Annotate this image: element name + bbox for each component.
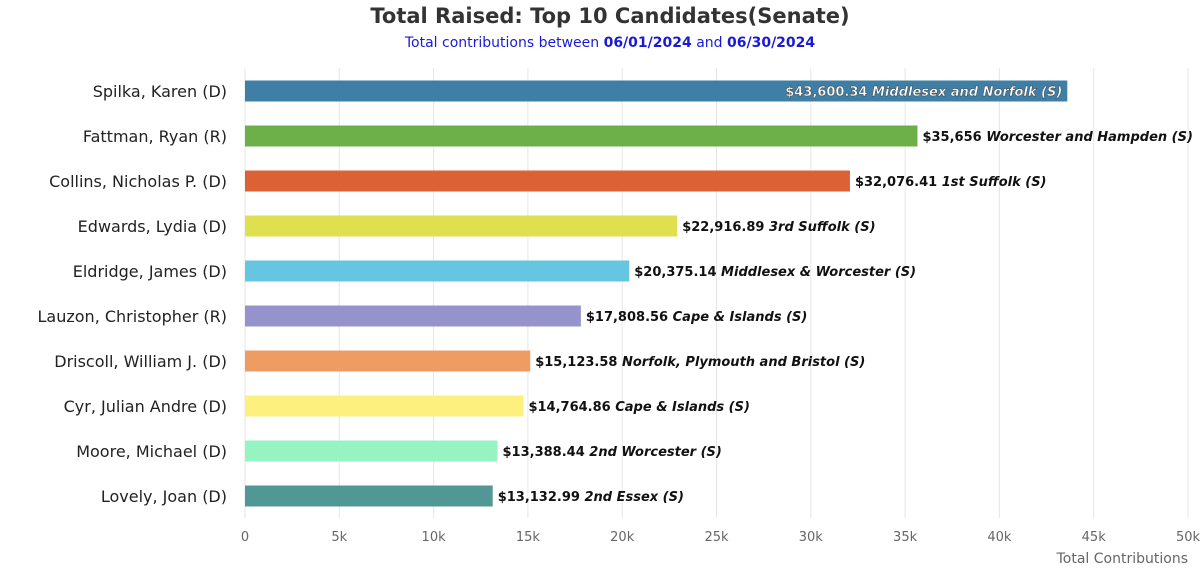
x-tick-label-2: 10k bbox=[422, 530, 447, 545]
x-tick-label-5: 25k bbox=[704, 530, 729, 545]
bar-2[interactable] bbox=[245, 170, 850, 192]
category-label-7: Cyr, Julian Andre (D) bbox=[64, 397, 227, 416]
bar-amount-5: $17,808.56 bbox=[586, 310, 673, 325]
bar-district-7: Cape & Islands (S) bbox=[615, 400, 750, 415]
bar-layer bbox=[245, 80, 1068, 507]
bar-amount-6: $15,123.58 bbox=[535, 355, 622, 370]
bar-district-0: Middlesex and Norfolk (S) bbox=[872, 85, 1062, 100]
bar-amount-2: $32,076.41 bbox=[855, 175, 942, 190]
bar-district-5: Cape & Islands (S) bbox=[673, 310, 808, 325]
bar-amount-1: $35,656 bbox=[922, 130, 986, 145]
category-label-1: Fattman, Ryan (R) bbox=[83, 127, 227, 146]
bar-amount-8: $13,388.44 bbox=[503, 445, 590, 460]
bar-3[interactable] bbox=[245, 215, 678, 237]
bar-amount-0: $43,600.34 bbox=[785, 85, 872, 100]
category-label-9: Lovely, Joan (D) bbox=[101, 487, 227, 506]
bar-value-label-6: $15,123.58 Norfolk, Plymouth and Bristol… bbox=[535, 355, 865, 370]
x-tick-label-1: 5k bbox=[331, 530, 347, 545]
bar-value-label-0: $43,600.34 Middlesex and Norfolk (S) bbox=[785, 85, 1062, 100]
x-tick-label-4: 20k bbox=[610, 530, 635, 545]
bar-amount-4: $20,375.14 bbox=[634, 265, 721, 280]
bar-amount-3: $22,916.89 bbox=[682, 220, 769, 235]
bar-4[interactable] bbox=[245, 260, 630, 282]
category-label-6: Driscoll, William J. (D) bbox=[54, 352, 227, 371]
category-label-4: Eldridge, James (D) bbox=[73, 262, 227, 281]
bar-value-label-9: $13,132.99 2nd Essex (S) bbox=[498, 490, 684, 505]
bar-district-4: Middlesex & Worcester (S) bbox=[721, 265, 916, 280]
bar-1[interactable] bbox=[245, 125, 918, 147]
bar-value-label-1: $35,656 Worcester and Hampden (S) bbox=[922, 130, 1192, 145]
bar-district-9: 2nd Essex (S) bbox=[584, 490, 683, 505]
x-tick-label-9: 45k bbox=[1082, 530, 1107, 545]
bar-value-label-7: $14,764.86 Cape & Islands (S) bbox=[528, 400, 749, 415]
bar-district-1: Worcester and Hampden (S) bbox=[986, 130, 1193, 145]
bar-5[interactable] bbox=[245, 305, 581, 327]
bar-7[interactable] bbox=[245, 395, 524, 417]
x-tick-label-10: 50k bbox=[1176, 530, 1200, 545]
axis-layer: 0 5k 10k 15k 20k 25k 30k 35k 40k 45k 50k Total Cont… bbox=[38, 82, 1200, 567]
bar-value-label-5: $17,808.56 Cape & Islands (S) bbox=[586, 310, 807, 325]
x-tick-label-6: 30k bbox=[799, 530, 824, 545]
x-tick-label-3: 15k bbox=[516, 530, 541, 545]
bar-amount-9: $13,132.99 bbox=[498, 490, 585, 505]
x-tick-label-0: 0 bbox=[241, 530, 249, 545]
chart-subtitle: Total contributions between 06/01/2024 a… bbox=[0, 35, 1200, 51]
bar-0[interactable] bbox=[245, 80, 1068, 102]
category-label-0: Spilka, Karen (D) bbox=[93, 82, 227, 101]
bar-district-2: 1st Suffolk (S) bbox=[942, 175, 1047, 190]
category-label-2: Collins, Nicholas P. (D) bbox=[49, 172, 227, 191]
category-label-5: Lauzon, Christopher (R) bbox=[38, 307, 228, 326]
subtitle-prefix: Total contributions between bbox=[404, 35, 600, 51]
bar-value-label-4: $20,375.14 Middlesex & Worcester (S) bbox=[634, 265, 916, 280]
bar-6[interactable] bbox=[245, 350, 531, 372]
subtitle-joiner: and bbox=[696, 35, 723, 51]
chart-title: Total Raised: Top 10 Candidates(Senate) bbox=[370, 4, 850, 28]
subtitle-end-date: 06/30/2024 bbox=[726, 35, 816, 51]
bar-district-6: Norfolk, Plymouth and Bristol (S) bbox=[622, 355, 865, 370]
x-tick-label-8: 40k bbox=[987, 530, 1012, 545]
bar-8[interactable] bbox=[245, 440, 498, 462]
bar-district-8: 2nd Worcester (S) bbox=[589, 445, 722, 460]
bar-value-label-2: $32,076.41 1st Suffolk (S) bbox=[855, 175, 1047, 190]
bar-value-label-8: $13,388.44 2nd Worcester (S) bbox=[503, 445, 722, 460]
subtitle-start-date: 06/01/2024 bbox=[603, 35, 692, 51]
x-axis-title: Total Contributions bbox=[1056, 551, 1188, 567]
label-layer: $43,600.34 Middlesex and Norfolk (S) $35,… bbox=[498, 85, 1193, 505]
x-tick-label-7: 35k bbox=[893, 530, 918, 545]
bar-9[interactable] bbox=[245, 485, 493, 507]
category-label-8: Moore, Michael (D) bbox=[76, 442, 227, 461]
bar-value-label-3: $22,916.89 3rd Suffolk (S) bbox=[682, 220, 875, 235]
bar-district-3: 3rd Suffolk (S) bbox=[769, 220, 876, 235]
bar-amount-7: $14,764.86 bbox=[528, 400, 615, 415]
category-label-3: Edwards, Lydia (D) bbox=[78, 217, 227, 236]
